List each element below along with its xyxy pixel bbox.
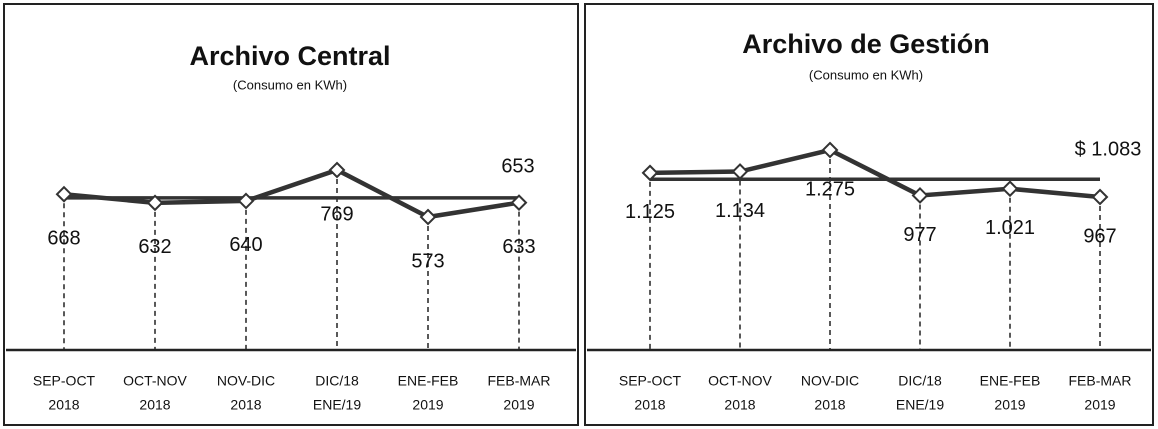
data-label: 1.134 <box>715 200 765 222</box>
point-marker <box>419 208 437 226</box>
x-tick-label: 2019 <box>994 397 1025 413</box>
point-marker <box>731 163 749 180</box>
x-tick-label: DIC/18 <box>898 373 942 389</box>
x-tick-label: 2018 <box>48 397 79 413</box>
panel-border <box>584 3 1154 426</box>
x-tick-label: ENE/19 <box>896 397 944 413</box>
x-tick-label: OCT-NOV <box>708 373 772 389</box>
x-tick-label: ENE-FEB <box>980 373 1041 389</box>
point-marker <box>328 161 346 179</box>
point-marker <box>237 192 255 210</box>
point-marker <box>641 164 659 182</box>
series-line <box>63 167 520 220</box>
chart-subtitle: (Consumo en KWh) <box>809 67 923 82</box>
point-marker <box>510 194 528 212</box>
point-marker <box>1091 188 1109 206</box>
chart-title: Archivo de Gestión <box>742 29 990 59</box>
data-label: 1.275 <box>805 178 855 200</box>
data-label: 977 <box>903 224 936 246</box>
x-tick-label: 2018 <box>139 397 170 413</box>
x-tick-label: 2019 <box>412 397 443 413</box>
x-tick-label: FEB-MAR <box>1069 373 1132 389</box>
average-label: $ 1.083 <box>1075 138 1142 160</box>
x-tick-label: 2018 <box>814 397 845 413</box>
x-tick-label: 2018 <box>634 397 665 413</box>
x-tick-label: DIC/18 <box>315 373 359 389</box>
x-tick-label: 2019 <box>503 397 534 413</box>
x-tick-label: ENE-FEB <box>398 373 459 389</box>
data-label: 769 <box>320 203 353 225</box>
x-tick-label: SEP-OCT <box>619 373 682 389</box>
data-label: 640 <box>229 234 262 256</box>
data-label: 668 <box>47 228 80 250</box>
data-label: 633 <box>502 236 535 258</box>
x-tick-label: OCT-NOV <box>123 373 187 389</box>
data-label: 573 <box>411 250 444 272</box>
x-tick-label: 2018 <box>724 397 755 413</box>
point-marker <box>1001 180 1019 198</box>
point-marker <box>911 187 929 204</box>
data-label: 1.125 <box>625 201 675 223</box>
data-label: 967 <box>1083 225 1116 247</box>
chart-title: Archivo Central <box>189 41 390 71</box>
data-label: 632 <box>138 236 171 258</box>
data-label: 1.021 <box>985 217 1035 239</box>
point-marker <box>146 194 164 212</box>
x-tick-label: 2018 <box>230 397 261 413</box>
x-tick-label: NOV-DIC <box>217 373 275 389</box>
point-marker <box>55 185 73 203</box>
x-tick-label: 2019 <box>1084 397 1115 413</box>
point-marker <box>821 141 839 159</box>
x-tick-label: NOV-DIC <box>801 373 859 389</box>
series-line <box>649 147 1101 200</box>
x-tick-label: ENE/19 <box>313 397 361 413</box>
x-tick-label: FEB-MAR <box>488 373 551 389</box>
average-label: 653 <box>501 155 534 177</box>
panel-border <box>3 3 579 426</box>
x-tick-label: SEP-OCT <box>33 373 96 389</box>
chart-subtitle: (Consumo en KWh) <box>233 77 347 92</box>
